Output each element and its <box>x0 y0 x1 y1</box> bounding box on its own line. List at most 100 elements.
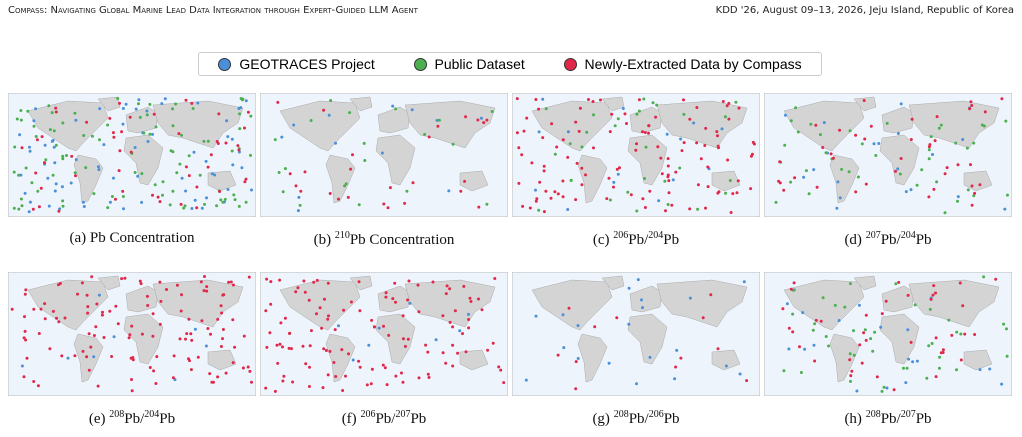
sample-point <box>363 159 367 162</box>
sample-point <box>244 200 248 204</box>
landmass <box>152 279 244 328</box>
landmass <box>601 275 625 291</box>
sample-point <box>837 319 841 322</box>
landmass <box>908 279 1000 328</box>
sample-point <box>15 117 19 121</box>
sample-point <box>265 345 269 349</box>
sample-point <box>145 294 149 298</box>
sample-point <box>445 284 449 288</box>
sample-point <box>34 107 38 111</box>
caption-text: (g) <box>592 411 614 427</box>
sample-point <box>118 101 121 105</box>
sample-point <box>326 373 330 377</box>
sample-point <box>86 311 90 315</box>
sample-point <box>648 189 652 193</box>
sample-point <box>930 342 934 345</box>
sample-point <box>340 348 344 352</box>
sample-point <box>742 280 746 284</box>
sample-point <box>811 328 815 332</box>
sample-point <box>928 143 932 147</box>
sample-point <box>1004 119 1008 123</box>
sample-point <box>654 115 658 119</box>
sample-point <box>497 365 501 369</box>
sample-point <box>875 375 879 379</box>
sample-point <box>223 197 227 201</box>
sample-point <box>18 133 22 137</box>
sample-point <box>130 389 134 393</box>
sample-point <box>32 380 36 383</box>
landmass <box>656 279 748 328</box>
landmass <box>783 100 865 152</box>
sample-point <box>499 368 503 372</box>
sample-point <box>674 170 678 174</box>
sample-point <box>574 198 578 202</box>
sample-point <box>136 174 140 178</box>
sample-point <box>279 321 283 325</box>
sample-point <box>401 337 405 341</box>
caption-superscript: 206 <box>360 409 376 420</box>
sample-point <box>76 292 79 296</box>
sample-point <box>1005 354 1009 358</box>
sample-point <box>664 209 667 213</box>
sample-point <box>357 203 361 207</box>
sample-point <box>502 381 506 385</box>
sample-point <box>190 101 194 105</box>
sample-point <box>534 199 538 203</box>
sample-point <box>323 297 326 301</box>
sample-point <box>178 337 182 341</box>
landmass <box>97 275 121 291</box>
sample-point <box>98 138 101 142</box>
sample-point <box>155 355 159 359</box>
sample-point <box>929 135 933 139</box>
sample-point <box>114 304 118 308</box>
sample-point <box>383 366 387 370</box>
sample-point <box>674 365 678 369</box>
sample-point <box>913 303 917 307</box>
sample-point <box>321 386 325 390</box>
sample-point <box>637 109 641 113</box>
sample-point <box>161 193 164 197</box>
running-title: Compass: Navigating Global Marine Lead D… <box>8 5 418 16</box>
sample-point <box>634 148 638 152</box>
sample-point <box>222 293 226 297</box>
sample-point <box>108 309 112 313</box>
caption-text: (a) Pb Concentration <box>69 230 195 246</box>
sample-point <box>521 204 525 208</box>
sample-point <box>651 101 655 105</box>
sample-point <box>915 359 919 363</box>
sample-point <box>574 360 578 364</box>
sample-point <box>612 185 615 189</box>
sample-point <box>980 123 984 127</box>
sample-point <box>148 102 152 106</box>
sample-point <box>666 157 670 161</box>
sample-point <box>479 116 483 120</box>
sample-point <box>704 206 707 210</box>
sample-point <box>342 308 346 312</box>
sample-point <box>625 122 628 125</box>
sample-point <box>82 205 86 208</box>
sample-point <box>574 387 578 391</box>
sample-point <box>98 107 102 111</box>
caption-superscript: 204 <box>648 230 664 241</box>
sample-point <box>203 275 206 278</box>
sample-point <box>791 312 795 316</box>
sample-point <box>391 104 395 108</box>
sample-point <box>218 190 222 193</box>
sample-point <box>848 352 852 356</box>
sample-point <box>644 145 648 149</box>
sample-point <box>54 143 58 147</box>
sample-point <box>171 150 175 154</box>
sample-point <box>431 280 435 284</box>
sample-point <box>303 170 307 174</box>
sample-point <box>145 109 149 113</box>
caption-text: Pb <box>663 411 680 427</box>
landmass <box>375 313 416 365</box>
sample-point <box>436 124 440 128</box>
sample-point <box>19 118 23 122</box>
sample-point <box>490 110 494 113</box>
sample-point <box>27 210 31 214</box>
world-map <box>512 272 760 396</box>
sample-point <box>308 365 311 369</box>
sample-point <box>273 138 277 142</box>
sample-point <box>215 140 219 143</box>
